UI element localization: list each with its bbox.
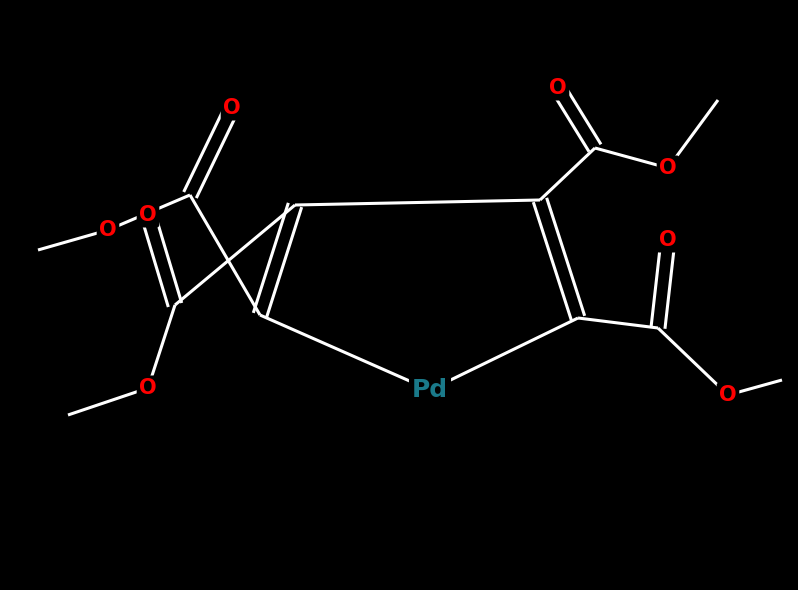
Text: O: O: [139, 378, 157, 398]
Text: O: O: [223, 98, 241, 118]
Text: O: O: [719, 385, 737, 405]
Text: O: O: [659, 158, 677, 178]
Text: Pd: Pd: [412, 378, 448, 402]
Text: O: O: [549, 78, 567, 98]
Text: O: O: [659, 230, 677, 250]
Text: O: O: [139, 205, 157, 225]
Text: O: O: [99, 220, 117, 240]
